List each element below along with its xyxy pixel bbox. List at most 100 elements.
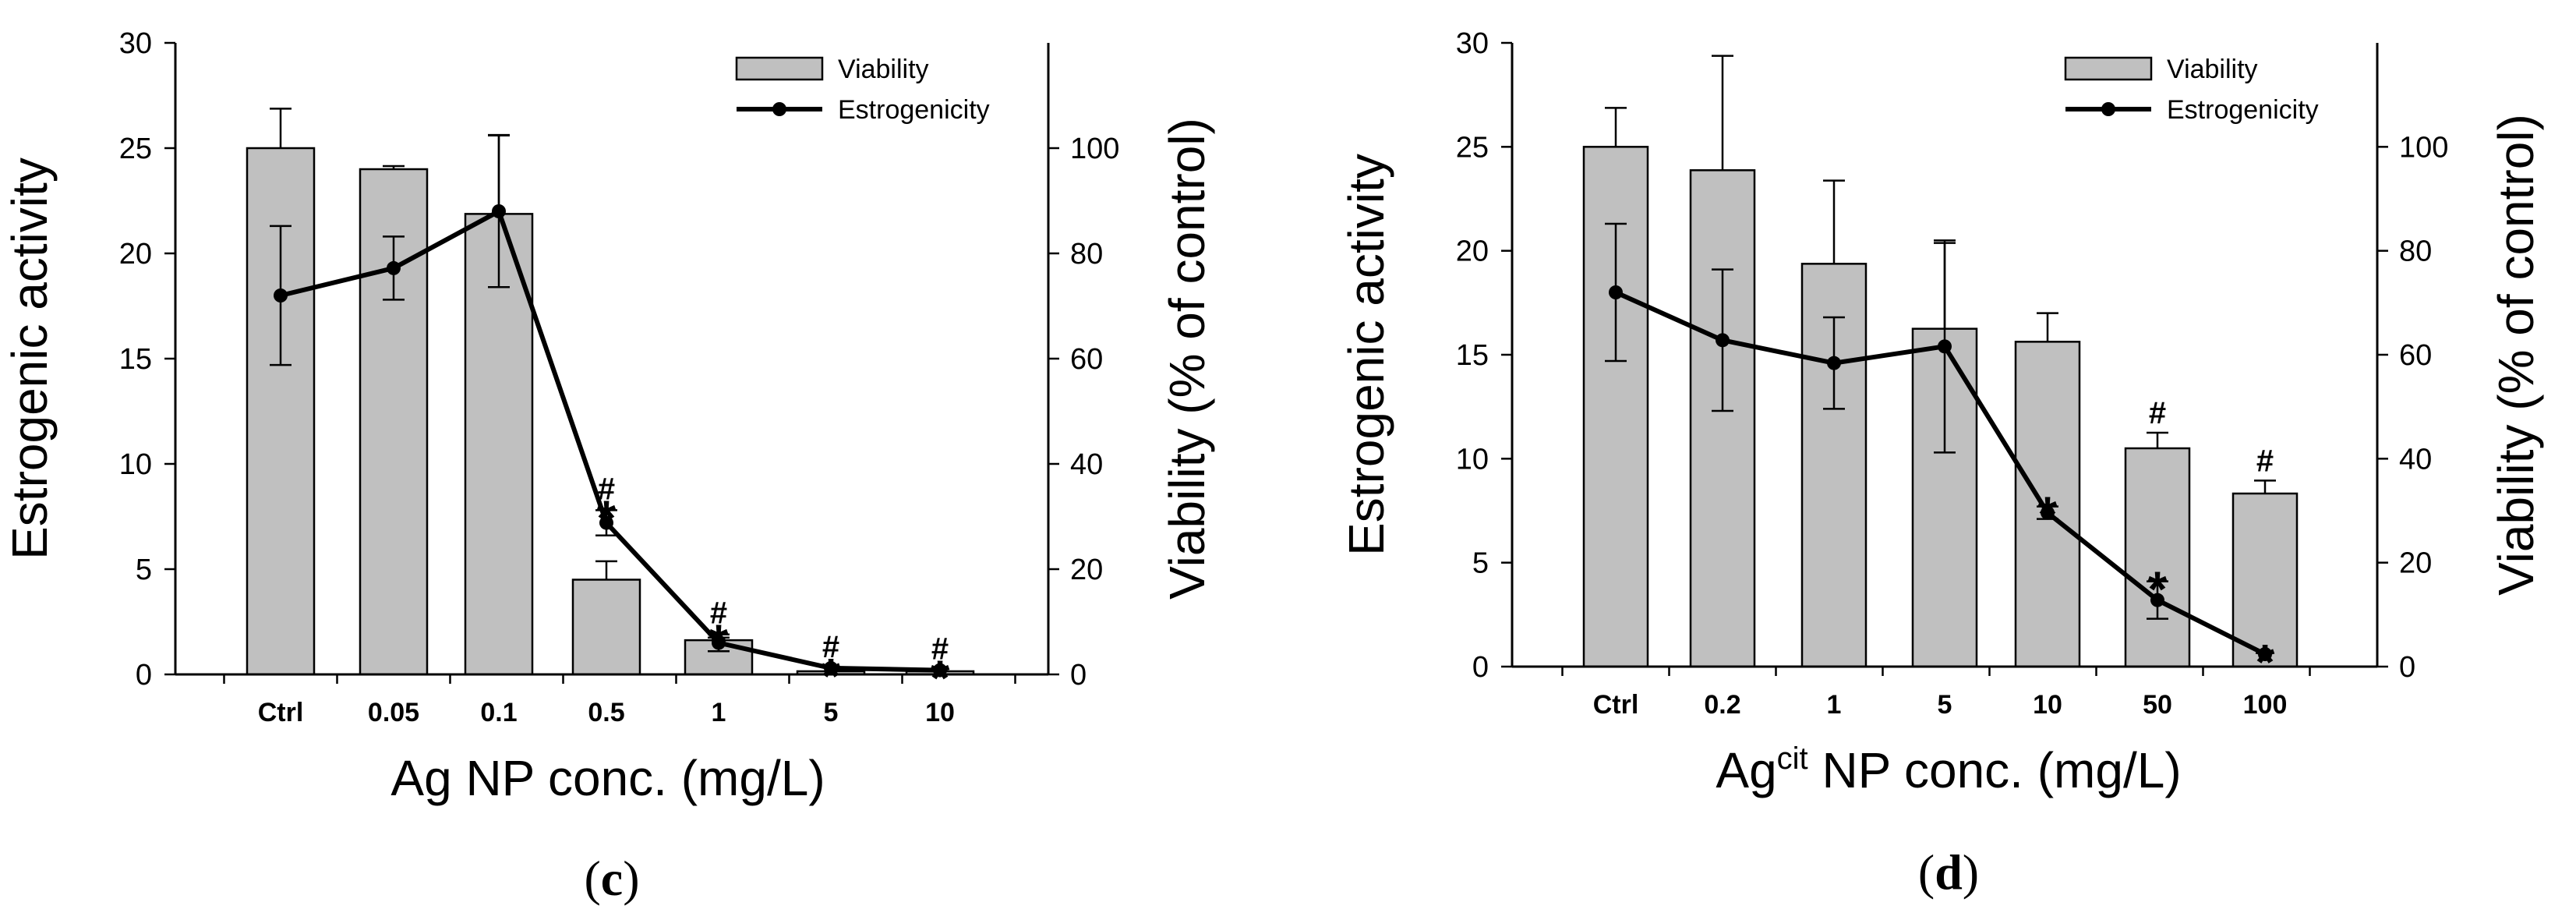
significance-star: * <box>2038 487 2058 543</box>
panel-label-letter: c <box>601 851 623 906</box>
right-y-tick-label: 60 <box>2399 339 2432 372</box>
panel-label: (d) <box>1918 844 1979 900</box>
viability-bar <box>2014 341 2081 668</box>
estrogenicity-point <box>824 660 838 675</box>
legend-bar-swatch <box>735 56 824 81</box>
significance-hash: # <box>2149 396 2166 430</box>
x-axis-title-rest: NP conc. (mg/L) <box>1808 742 2182 798</box>
estrogenicity-point <box>274 288 288 303</box>
legend-bar-swatch <box>2064 56 2153 81</box>
panel-label: (c) <box>584 851 639 906</box>
right-y-tick-label: 100 <box>2399 131 2448 164</box>
x-axis-title: Agcit NP conc. (mg/L) <box>1716 741 2181 798</box>
x-category-label: 0.1 <box>480 698 517 727</box>
estrogenicity-point <box>387 260 401 275</box>
left-y-tick-label: 5 <box>136 554 152 586</box>
x-category-label: 10 <box>925 698 955 727</box>
right-y-axis-title: Viability (% of control) <box>1159 118 1215 600</box>
panel-label-open: ( <box>584 851 600 906</box>
left-y-axis-title: Estrogenic activity <box>2 157 58 560</box>
x-category-label: 5 <box>824 698 839 727</box>
left-y-tick-label: 20 <box>119 238 152 271</box>
left-y-tick-label: 10 <box>1456 443 1489 476</box>
significance-hash: # <box>2256 444 2274 478</box>
estrogenicity-point <box>2041 505 2055 520</box>
right-y-tick-label: 0 <box>1070 659 1087 692</box>
x-category-label: 10 <box>2033 690 2062 720</box>
left-y-tick-label: 20 <box>1456 235 1489 268</box>
left-y-axis-title: Estrogenic activity <box>1338 154 1394 556</box>
legend-line-marker <box>772 102 786 116</box>
right-y-tick-label: 40 <box>1070 448 1103 481</box>
x-category-label: Ctrl <box>1593 690 1639 720</box>
legend-line-label: Estrogenicity <box>2167 95 2319 125</box>
right-y-tick-label: 80 <box>2399 235 2432 268</box>
significance-star: * <box>597 490 617 546</box>
estrogenicity-point <box>1938 339 1952 354</box>
x-category-label: 1 <box>1827 690 1842 720</box>
viability-bar <box>571 579 641 676</box>
estrogenicity-point <box>492 204 506 218</box>
right-y-tick-label: 40 <box>2399 443 2432 476</box>
significance-star: * <box>709 614 729 671</box>
significance-hash: # <box>710 596 727 631</box>
significance-star: * <box>822 648 841 704</box>
viability-bar <box>2231 492 2299 668</box>
x-category-label: 0.2 <box>1704 690 1740 720</box>
right-y-tick-label: 100 <box>1070 133 1119 165</box>
left-y-tick-label: 10 <box>119 448 152 481</box>
right-y-tick-label: 20 <box>2399 547 2432 580</box>
x-axis-title-superscript: cit <box>1777 741 1808 776</box>
x-category-label: 1 <box>712 698 726 727</box>
estrogenicity-point <box>2150 593 2164 607</box>
estrogenicity-point <box>1609 285 1623 299</box>
right-y-tick-label: 80 <box>1070 238 1103 271</box>
left-y-tick-label: 25 <box>119 133 152 165</box>
x-category-label: 0.05 <box>368 698 419 727</box>
panel-label-letter: d <box>1935 844 1963 900</box>
x-category-label: 5 <box>1938 690 1952 720</box>
left-y-tick-label: 25 <box>1456 131 1489 164</box>
significance-star: * <box>2256 634 2275 690</box>
estrogenicity-point <box>2258 647 2272 661</box>
panel-label-open: ( <box>1918 844 1935 900</box>
estrogenicity-point <box>933 663 947 678</box>
left-y-tick-label: 0 <box>1472 651 1489 684</box>
viability-bar <box>2124 447 2191 668</box>
x-axis-title-main: Ag <box>1716 742 1776 798</box>
left-y-tick-label: 30 <box>119 27 152 60</box>
left-y-tick-label: 30 <box>1456 27 1489 60</box>
x-axis-title: Ag NP conc. (mg/L) <box>390 750 825 806</box>
legend-bar-label: Viability <box>2167 55 2258 84</box>
estrogenicity-point <box>1827 356 1841 370</box>
left-y-tick-label: 15 <box>119 343 152 376</box>
x-category-label: 0.5 <box>588 698 624 727</box>
panel-label-close: ) <box>1963 844 1979 900</box>
estrogenicity-point <box>1716 333 1730 348</box>
panel-label-close: ) <box>623 851 639 906</box>
significance-hash: # <box>598 472 615 506</box>
significance-hash: # <box>931 632 949 667</box>
significance-hash: # <box>822 630 839 664</box>
significance-star: * <box>931 650 950 706</box>
viability-bar <box>1689 169 1756 668</box>
left-y-tick-label: 5 <box>1472 547 1489 580</box>
x-category-label: 100 <box>2243 690 2288 720</box>
legend-line-marker <box>2101 102 2115 116</box>
left-y-tick-label: 0 <box>136 659 152 692</box>
significance-star: * <box>2148 561 2168 617</box>
estrogenicity-point <box>599 515 613 530</box>
estrogenicity-point <box>712 635 726 650</box>
left-y-tick-label: 15 <box>1456 339 1489 372</box>
right-y-axis-title: Viability (% of control) <box>2488 114 2544 596</box>
right-y-tick-label: 0 <box>2399 651 2415 684</box>
legend-line-label: Estrogenicity <box>838 95 990 125</box>
x-category-label: Ctrl <box>258 698 304 727</box>
x-category-label: 50 <box>2143 690 2172 720</box>
right-y-tick-label: 60 <box>1070 343 1103 376</box>
legend-bar-label: Viability <box>838 55 929 84</box>
right-y-tick-label: 20 <box>1070 554 1103 586</box>
